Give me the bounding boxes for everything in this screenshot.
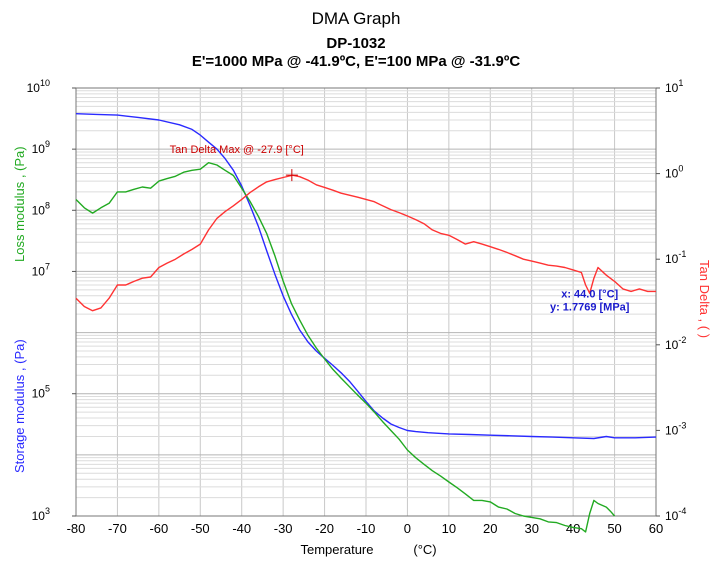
x-tick-label: -40 [232, 521, 251, 536]
ticks: -80 -70 -60 -50 -40 -30 -20 -10 0 10 20 30 40 50 60 103… [27, 78, 687, 536]
x-tick-label: 30 [524, 521, 538, 536]
y-right-tick-label: 101 [665, 78, 683, 95]
x-axis-unit: (°C) [413, 542, 436, 557]
cursor-readout-x: x: 44.0 [°C] [561, 288, 618, 300]
y-left-tick-label: 109 [32, 139, 50, 156]
plot-frame [75, 87, 657, 517]
annotations: Tan Delta Max @ -27.9 [°C] x: 44.0 [°C]y:… [170, 144, 630, 313]
loss-series-line [75, 161, 616, 533]
storage-series-line [75, 113, 657, 440]
y-right-tick-label: 10-3 [665, 420, 686, 437]
chart-subtitle: E'=1000 MPa @ -41.9ºC, E'=100 MPa @ -31.… [191, 53, 521, 70]
y-left-tick-label: 107 [32, 261, 50, 278]
x-tick-label: 0 [404, 521, 411, 536]
chart-title: DP-1032 [326, 35, 386, 52]
x-tick-label: 40 [566, 521, 580, 536]
tandelta-series-line [75, 174, 656, 312]
x-tick-label: -20 [315, 521, 334, 536]
x-tick-label: -30 [274, 521, 293, 536]
x-tick-label: 60 [649, 521, 663, 536]
y-left-tick-label: 108 [32, 200, 50, 217]
y-right-tick-label: 10-4 [665, 506, 686, 523]
x-tick-label: -70 [108, 521, 127, 536]
tan-delta-max-label: Tan Delta Max @ -27.9 [°C] [170, 144, 304, 156]
cursor-readout-y: y: 1.7769 [MPa] [550, 301, 630, 313]
x-tick-label: -80 [67, 521, 86, 536]
x-tick-label: -10 [357, 521, 376, 536]
x-tick-label: -60 [149, 521, 168, 536]
x-tick-label: -50 [191, 521, 210, 536]
y-left-tick-label: 105 [32, 384, 50, 401]
page-title: DMA Graph [311, 9, 401, 28]
series-layer [75, 113, 657, 533]
y-right-tick-label: 100 [665, 164, 683, 181]
x-tick-label: 50 [607, 521, 621, 536]
y-left-tick-label: 1010 [27, 78, 50, 95]
y-right-tick-label: 10-1 [665, 249, 686, 266]
y-axis-label-tandelta: Tan Delta , ( ) [697, 260, 712, 338]
x-tick-label: 10 [442, 521, 456, 536]
x-tick-label: 20 [483, 521, 497, 536]
x-axis-label: Temperature [301, 542, 374, 557]
y-left-tick-label: 103 [32, 506, 50, 523]
y-axis-label-storage: Storage modulus , (Pa) [12, 339, 27, 473]
y-right-tick-label: 10-2 [665, 335, 686, 352]
y-axis-label-loss: Loss modulus , (Pa) [12, 146, 27, 262]
